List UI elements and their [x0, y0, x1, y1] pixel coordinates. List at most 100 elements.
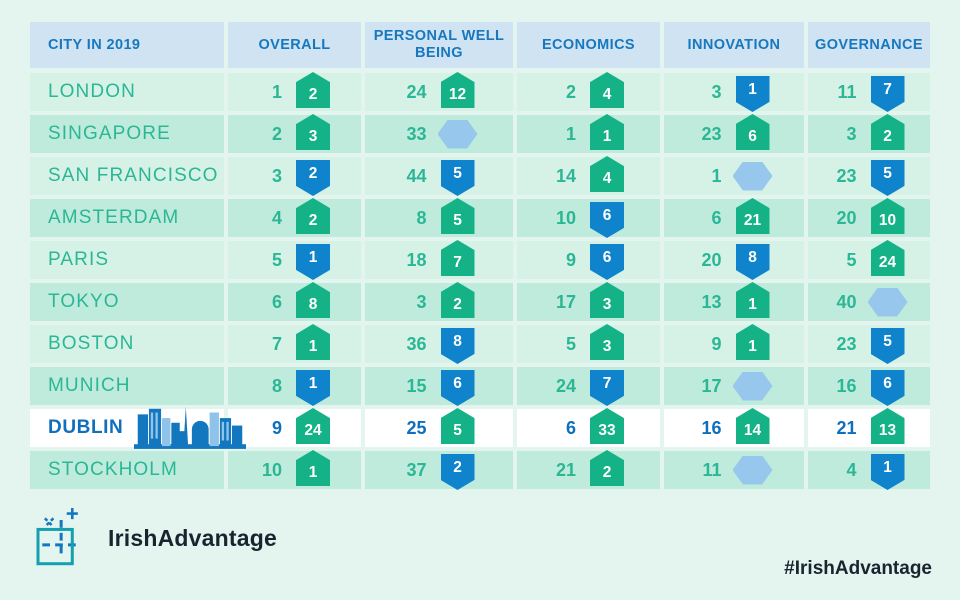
- innovation-cell: 23 6: [664, 114, 804, 153]
- rank-up-badge: 8: [296, 282, 330, 318]
- rank-up-badge: 24: [870, 240, 905, 276]
- header-innovation: INNOVATION: [664, 22, 804, 68]
- ranking-rows: LONDON 1 2 24 12 2 4 3 1 11 7 SINGAPORE: [30, 72, 930, 490]
- header-governance: GOVERNANCE: [808, 22, 930, 68]
- rank-down-badge: 1: [735, 76, 770, 112]
- rank-value: 5: [271, 249, 282, 270]
- table-row: PARIS 5 1 18 7 9 6 20 8 5 24: [30, 240, 930, 280]
- rank-up-badge: 5: [440, 408, 475, 444]
- rank-value: 4: [846, 459, 857, 480]
- rank-value: 3: [416, 291, 427, 312]
- rank-down-badge: 7: [590, 370, 624, 406]
- rank-up-badge: 2: [440, 282, 475, 318]
- rank-value: 4: [271, 207, 282, 228]
- economics-cell: 9 6: [517, 241, 660, 280]
- city-label: MUNICH: [48, 375, 131, 396]
- innovation-cell: 20 8: [664, 241, 804, 280]
- rank-down-badge: 7: [870, 76, 905, 112]
- city-cell: PARIS: [30, 241, 224, 279]
- rank-value: 6: [271, 291, 282, 312]
- city-cell: SINGAPORE: [30, 115, 224, 153]
- rank-up-badge: 1: [590, 114, 624, 150]
- no-change-badge: [732, 455, 773, 485]
- table-row: SAN FRANCISCO 3 2 44 5 14 4 1 23 5: [30, 156, 930, 196]
- rank-value: 44: [406, 165, 427, 186]
- rank-value: 11: [702, 459, 722, 480]
- rank-down-badge: 1: [870, 454, 905, 490]
- rank-value: 13: [701, 291, 722, 312]
- city-label: TOKYO: [48, 291, 120, 312]
- economics-cell: 6 33: [517, 408, 660, 447]
- governance-cell: 4 1: [808, 451, 930, 490]
- rank-up-badge: 12: [440, 72, 475, 108]
- innovation-cell: 6 21: [664, 198, 804, 237]
- governance-cell: 40: [808, 283, 930, 321]
- rank-up-badge: 6: [735, 114, 770, 150]
- city-cell: STOCKHOLM: [30, 451, 224, 489]
- governance-cell: 3 2: [808, 114, 930, 153]
- rank-up-badge: 2: [296, 198, 330, 234]
- rank-up-badge: 4: [590, 72, 624, 108]
- rank-value: 9: [711, 333, 722, 354]
- personal-well-being-cell: 8 5: [365, 198, 513, 237]
- rank-value: 23: [836, 333, 857, 354]
- rank-value: 2: [565, 81, 576, 102]
- rank-value: 17: [555, 291, 576, 312]
- rank-value: 9: [565, 249, 576, 270]
- governance-cell: 21 13: [808, 408, 930, 447]
- city-label: SINGAPORE: [48, 123, 171, 144]
- rank-value: 1: [271, 81, 282, 102]
- rank-down-badge: 5: [870, 160, 905, 196]
- rank-down-badge: 8: [735, 244, 770, 280]
- rank-down-badge: 2: [296, 160, 330, 196]
- personal-well-being-cell: 36 8: [365, 325, 513, 364]
- city-ranking-table: CITY IN 2019 OVERALL PERSONAL WELL BEING…: [30, 22, 930, 493]
- rank-up-badge: 10: [870, 198, 905, 234]
- governance-cell: 5 24: [808, 240, 930, 279]
- innovation-cell: 3 1: [664, 73, 804, 112]
- overall-cell: 5 1: [228, 241, 361, 280]
- rank-value: 10: [261, 459, 282, 480]
- overall-cell: 4 2: [228, 198, 361, 237]
- table-header-row: CITY IN 2019 OVERALL PERSONAL WELL BEING…: [30, 22, 930, 68]
- header-overall: OVERALL: [228, 22, 361, 68]
- city-label: BOSTON: [48, 333, 135, 354]
- rank-value: 20: [836, 207, 857, 228]
- city-label: DUBLIN: [48, 417, 124, 438]
- personal-well-being-cell: 25 5: [365, 408, 513, 447]
- logo-wordmark: IrishAdvantage: [108, 524, 277, 551]
- rank-down-badge: 6: [440, 370, 475, 406]
- rank-down-badge: 5: [440, 160, 475, 196]
- rank-down-badge: 2: [440, 454, 475, 490]
- rank-up-badge: 24: [296, 408, 330, 444]
- innovation-cell: 17: [664, 367, 804, 405]
- economics-cell: 10 6: [517, 199, 660, 238]
- overall-cell: 6 8: [228, 282, 361, 321]
- rank-down-badge: 6: [870, 370, 905, 406]
- overall-cell: 7 1: [228, 324, 361, 363]
- rank-up-badge: 2: [590, 450, 624, 486]
- table-row: BOSTON 7 1 36 8 5 3 9 1 23 5: [30, 324, 930, 364]
- overall-cell: 1 2: [228, 72, 361, 111]
- innovation-cell: 1: [664, 157, 804, 195]
- rank-up-badge: 2: [296, 72, 330, 108]
- rank-value: 16: [701, 417, 722, 438]
- rank-value: 6: [711, 207, 722, 228]
- economics-cell: 1 1: [517, 114, 660, 153]
- rank-value: 3: [711, 81, 722, 102]
- rank-value: 1: [565, 123, 576, 144]
- rank-up-badge: 13: [870, 408, 905, 444]
- irish-advantage-logo: IrishAdvantage: [32, 506, 277, 570]
- no-change-badge: [732, 371, 773, 401]
- rank-up-badge: 3: [590, 282, 624, 318]
- rank-up-badge: 3: [590, 324, 624, 360]
- rank-value: 10: [555, 207, 576, 228]
- economics-cell: 14 4: [517, 156, 660, 195]
- rank-value: 25: [406, 417, 427, 438]
- city-label: SAN FRANCISCO: [48, 165, 219, 186]
- rank-up-badge: 3: [296, 114, 330, 150]
- city-cell: SAN FRANCISCO: [30, 157, 224, 195]
- table-row: DUBLIN: [30, 406, 930, 449]
- city-label: PARIS: [48, 249, 110, 270]
- city-label: LONDON: [48, 81, 136, 102]
